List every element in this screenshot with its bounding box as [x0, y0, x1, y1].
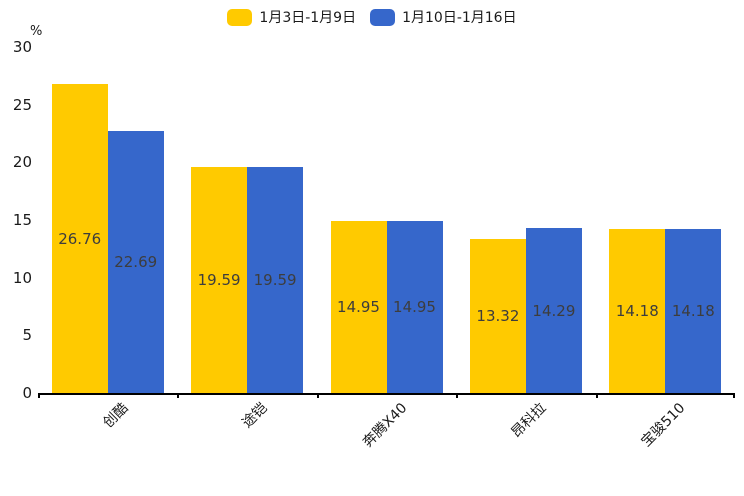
legend-swatch-week1 [227, 8, 253, 26]
x-axis-tick [456, 393, 458, 398]
legend-item-week2[interactable]: 1月10日-1月16日 [370, 7, 517, 27]
x-axis-tick [733, 393, 735, 398]
x-category-label[interactable]: 途铠 [239, 400, 271, 432]
bar-value-label: 13.32 [476, 307, 520, 326]
bar-value-label: 14.95 [337, 297, 380, 316]
y-tick-label: 10 [12, 268, 32, 287]
bar-week1[interactable] [191, 167, 248, 393]
bar-value-label: 14.95 [393, 297, 436, 316]
legend-swatch-week2 [370, 8, 396, 26]
bar-week2[interactable] [247, 167, 304, 393]
plot-area: 26.76 22.69 创酷 19.59 19.59 途铠 14.95 14.95 奔腾X40 1… [38, 47, 735, 451]
x-category-label[interactable]: 奔腾X40 [359, 400, 410, 451]
y-tick-label: 0 [22, 384, 32, 402]
y-axis-unit-label: % [30, 24, 43, 39]
x-category-label[interactable]: 创酷 [100, 400, 132, 432]
y-tick-label: 15 [12, 211, 32, 229]
x-category-label[interactable]: 昂科拉 [508, 400, 550, 442]
bar-week1[interactable] [330, 220, 387, 393]
x-axis-tick [596, 393, 598, 398]
x-axis-tick [177, 393, 179, 398]
bar-value-label: 19.59 [197, 271, 241, 290]
bar-value-label: 14.18 [671, 302, 715, 321]
bar-value-label: 14.29 [532, 301, 576, 320]
legend-label-week2: 1月10日-1月16日 [402, 10, 517, 26]
bar-value-label: 19.59 [253, 271, 297, 290]
x-axis-tick [38, 393, 40, 398]
bar-week1[interactable] [609, 229, 666, 393]
legend-item-week1[interactable]: 1月3日-1月9日 [227, 7, 356, 27]
legend-label-week1: 1月3日-1月9日 [259, 10, 357, 26]
bar-value-label: 22.69 [114, 253, 158, 272]
y-tick-label: 5 [22, 326, 32, 345]
x-axis-line [38, 393, 735, 395]
x-axis-tick [317, 393, 319, 398]
bar-week2[interactable] [665, 229, 722, 393]
y-tick-label: 25 [12, 95, 32, 114]
bar-week1[interactable] [469, 239, 526, 393]
x-category-label[interactable]: 宝骏510 [638, 400, 689, 451]
bar-value-label: 26.76 [58, 229, 102, 248]
y-tick-label: 30 [12, 38, 32, 56]
bar-value-label: 14.18 [615, 302, 659, 321]
y-tick-label: 20 [12, 153, 32, 172]
bar-week2[interactable] [525, 228, 582, 393]
bar-week2[interactable] [386, 220, 443, 393]
bar-week1[interactable] [51, 84, 108, 393]
legend: 1月3日-1月9日 1月10日-1月16日 [0, 7, 744, 27]
bar-week2[interactable] [107, 131, 164, 393]
